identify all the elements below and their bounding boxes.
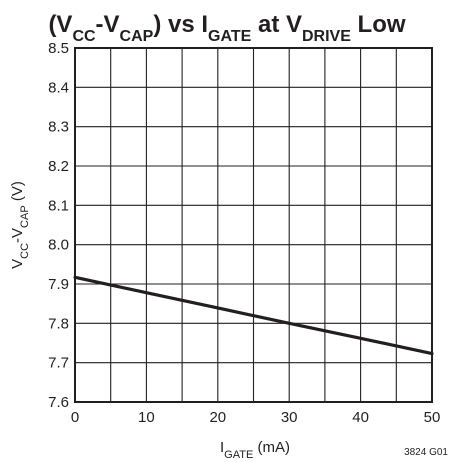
x-tick-label: 0 xyxy=(71,409,79,426)
grid-lines xyxy=(75,48,432,402)
series-line xyxy=(73,275,434,356)
x-tick-label: 40 xyxy=(352,409,369,426)
data-series xyxy=(73,275,434,356)
x-tick-label: 50 xyxy=(424,409,441,426)
y-tick-label: 8.4 xyxy=(48,79,69,96)
x-tick-label: 10 xyxy=(138,409,155,426)
figure-id-note: 3824 G01 xyxy=(404,447,448,458)
y-tick-label: 7.7 xyxy=(48,355,69,372)
y-tick-label: 8.0 xyxy=(48,237,69,254)
y-tick-label: 8.1 xyxy=(48,197,69,214)
y-tick-label: 8.2 xyxy=(48,158,69,175)
x-tick-label: 30 xyxy=(281,409,298,426)
y-tick-label: 7.6 xyxy=(48,394,69,411)
chart-title: (VCC-VCAP) vs IGATE at VDRIVE Low xyxy=(48,11,405,45)
y-axis-label: VCC-VCAP (V) xyxy=(9,181,31,269)
y-tick-label: 8.5 xyxy=(48,40,69,57)
y-tick-label: 7.8 xyxy=(48,315,69,332)
x-tick-labels: 0 10 20 30 40 50 xyxy=(71,409,441,426)
x-tick-label: 20 xyxy=(209,409,226,426)
plot-frame xyxy=(74,47,433,403)
y-tick-label: 7.9 xyxy=(48,276,69,293)
x-axis-label: IGATE (mA) xyxy=(220,439,290,461)
y-tick-label: 8.3 xyxy=(48,119,69,136)
y-tick-labels: 7.6 7.7 7.8 7.9 8.0 8.1 8.2 8.3 8.4 8.5 xyxy=(48,40,69,411)
